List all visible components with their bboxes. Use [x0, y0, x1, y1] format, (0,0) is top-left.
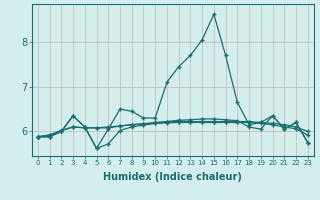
- X-axis label: Humidex (Indice chaleur): Humidex (Indice chaleur): [103, 172, 242, 182]
